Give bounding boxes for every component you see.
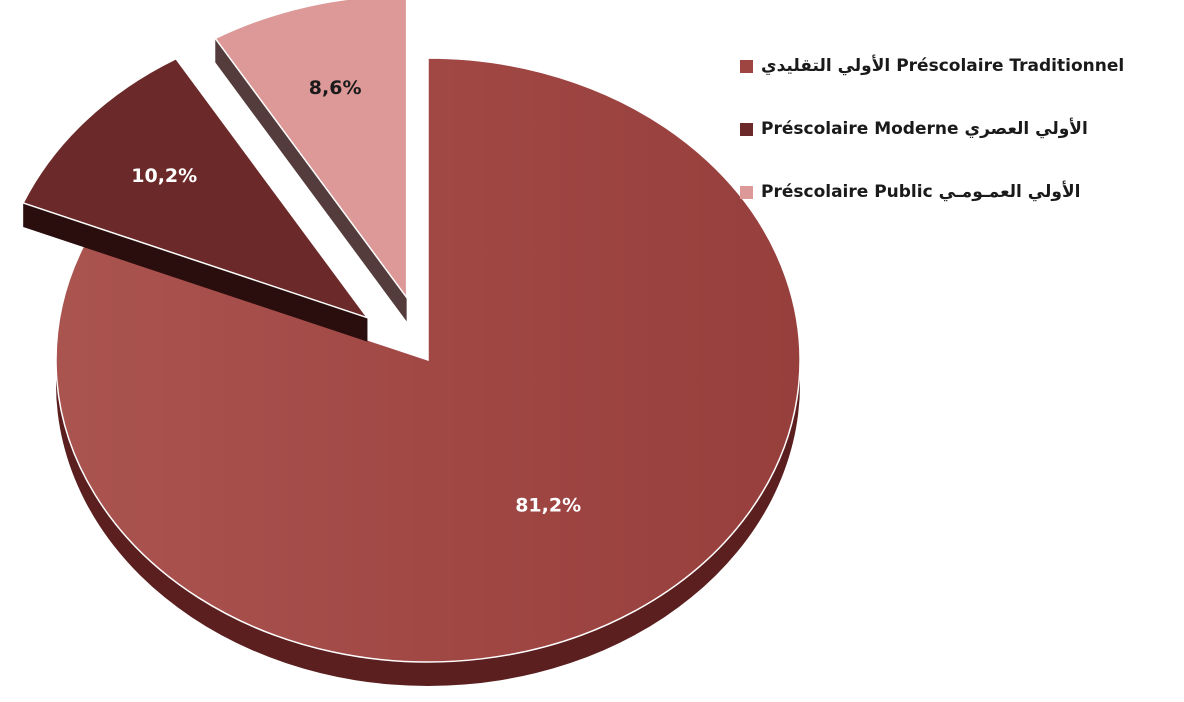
pie-slice-group <box>22 57 370 342</box>
slice-value-label: 10,2% <box>131 165 197 187</box>
legend-item-public: Préscolaire Public الأولي العمـومـي <box>740 172 1180 212</box>
slice-value-label: 8,6% <box>309 77 362 99</box>
legend-label-ar: الأولي التقليدي <box>761 56 891 76</box>
legend-swatch-traditionnel <box>740 59 753 73</box>
legend-item-moderne: Préscolaire Moderne الأولي العصري <box>740 109 1180 149</box>
pie-slice-group <box>55 57 801 686</box>
pie-slice <box>214 0 408 300</box>
legend-label-fr: Préscolaire Public <box>761 182 933 202</box>
legend-swatch-moderne <box>740 122 753 136</box>
legend-label-fr: Préscolaire Traditionnel <box>896 56 1125 76</box>
pie-slice-group <box>214 0 408 322</box>
pie-slice <box>55 57 801 663</box>
legend-swatch-public <box>740 185 753 199</box>
pie-slice <box>22 57 370 320</box>
slice-value-label: 81,2% <box>515 494 581 516</box>
legend-label-ar: الأولي العصري <box>964 119 1088 139</box>
legend-label-fr: Préscolaire Moderne <box>761 119 959 139</box>
legend-label-ar: الأولي العمـومـي <box>938 182 1081 202</box>
chart-legend: الأولي التقليدي Préscolaire Traditionnel… <box>740 46 1180 235</box>
pie-slice-side <box>23 202 368 342</box>
pie-slice-side <box>215 38 407 322</box>
legend-item-traditionnel: الأولي التقليدي Préscolaire Traditionnel <box>740 46 1180 86</box>
